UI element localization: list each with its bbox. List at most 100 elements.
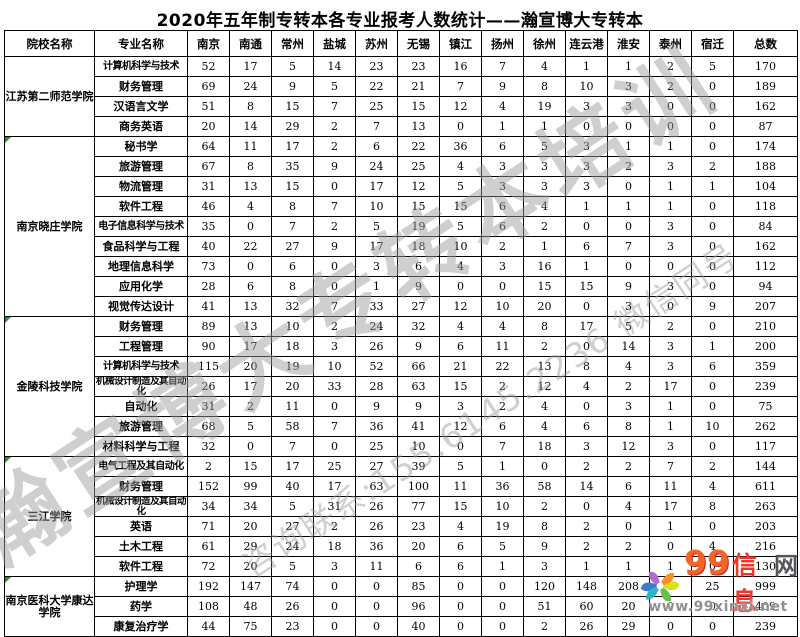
- count-cell: 5: [481, 536, 524, 557]
- count-cell: 15: [565, 276, 608, 297]
- table-row: 软件工程 46 4 8 7 10 15 15 6 4 1 1 1 0 118: [5, 196, 798, 217]
- count-cell: 1: [691, 336, 734, 357]
- count-cell: 2: [523, 616, 566, 637]
- major-name-cell: 土木工程: [94, 536, 188, 557]
- count-cell: 19: [397, 216, 440, 237]
- count-cell: 17: [313, 476, 356, 497]
- count-cell: 0: [691, 196, 734, 217]
- count-cell: 13: [397, 116, 440, 137]
- count-cell: 2: [313, 216, 356, 237]
- count-cell: 2: [229, 396, 272, 417]
- table-row: 计算机科学与技术 115 20 19 10 52 66 21 22 13 8 4 3 6 359: [5, 356, 798, 377]
- count-cell: 29: [229, 536, 272, 557]
- count-cell: 0: [229, 436, 272, 457]
- count-cell: 0: [523, 456, 566, 477]
- count-cell: 11: [271, 396, 314, 417]
- count-cell: 3: [481, 156, 524, 177]
- count-cell: 10: [271, 316, 314, 337]
- major-name-cell: 视觉传达设计: [94, 296, 188, 317]
- column-header-12: 淮安: [607, 30, 650, 57]
- count-cell: 8: [271, 196, 314, 217]
- column-header-10: 徐州: [523, 30, 566, 57]
- count-cell: 71: [187, 516, 230, 537]
- count-cell: 2: [649, 56, 692, 77]
- count-cell: 72: [187, 556, 230, 577]
- count-cell: 46: [187, 196, 230, 217]
- total-cell: 216: [733, 536, 798, 557]
- count-cell: 7: [313, 296, 356, 317]
- count-cell: 20: [271, 376, 314, 397]
- major-name-cell: 机械设计制造及其自动化: [94, 496, 188, 517]
- count-cell: 1: [565, 256, 608, 277]
- count-cell: 4: [439, 156, 482, 177]
- count-cell: 0: [691, 616, 734, 637]
- count-cell: 8: [565, 356, 608, 377]
- count-cell: 15: [397, 196, 440, 217]
- major-name-cell: 工程管理: [94, 336, 188, 357]
- count-cell: 0: [313, 436, 356, 457]
- count-cell: 7: [271, 436, 314, 457]
- count-cell: 0: [313, 176, 356, 197]
- count-cell: 27: [397, 296, 440, 317]
- table-row: 食品科学与工程 40 22 27 9 17 18 10 2 1 6 7 3 0 162: [5, 236, 798, 257]
- count-cell: 0: [691, 76, 734, 97]
- count-cell: 33: [355, 296, 398, 317]
- column-header-14: 宿迁: [691, 30, 734, 57]
- total-cell: 87: [733, 116, 798, 137]
- count-cell: 3: [649, 436, 692, 457]
- major-name-cell: 物流管理: [94, 176, 188, 197]
- count-cell: 96: [397, 596, 440, 617]
- column-header-3: 南通: [229, 30, 272, 57]
- count-cell: 9: [523, 536, 566, 557]
- table-row: 自动化 31 2 11 0 9 9 3 2 4 0 3 1 0 75: [5, 396, 798, 417]
- count-cell: 68: [187, 416, 230, 437]
- count-cell: 1: [649, 136, 692, 157]
- count-cell: 24: [355, 156, 398, 177]
- count-cell: 9: [397, 276, 440, 297]
- major-name-cell: 机械设计制造及其自动化: [94, 376, 188, 397]
- college-name-cell: 三江学院: [4, 456, 95, 577]
- count-cell: 4: [523, 196, 566, 217]
- count-cell: 7: [313, 416, 356, 437]
- count-cell: 2: [481, 396, 524, 417]
- count-cell: 5: [439, 456, 482, 477]
- total-cell: 188: [733, 156, 798, 177]
- count-cell: 10: [397, 436, 440, 457]
- count-cell: 52: [187, 56, 230, 77]
- count-cell: 18: [313, 536, 356, 557]
- count-cell: 0: [607, 256, 650, 277]
- count-cell: 11: [229, 136, 272, 157]
- major-name-cell: 英语: [94, 516, 188, 537]
- count-cell: 34: [229, 496, 272, 517]
- total-cell: 144: [733, 456, 798, 477]
- count-cell: 9: [313, 236, 356, 257]
- count-cell: 20: [397, 536, 440, 557]
- count-cell: 14: [565, 476, 608, 497]
- major-name-cell: 汉语言文学: [94, 96, 188, 117]
- count-cell: 6: [691, 356, 734, 377]
- total-cell: 207: [733, 296, 798, 317]
- count-cell: 2: [607, 456, 650, 477]
- count-cell: 2: [523, 496, 566, 517]
- count-cell: 10: [565, 76, 608, 97]
- table-row: 金陵科技学院 财务管理 89 13 10 2 24 32 4 4 8 17 5 2 0 210: [4, 316, 798, 457]
- count-cell: 4: [439, 316, 482, 337]
- column-header-15: 总数: [733, 30, 798, 57]
- count-cell: 7: [313, 96, 356, 117]
- count-cell: 2: [523, 216, 566, 237]
- count-cell: 2: [691, 156, 734, 177]
- count-cell: 3: [649, 356, 692, 377]
- count-cell: 40: [271, 476, 314, 497]
- major-name-cell: 秘书学: [94, 136, 188, 157]
- college-name-cell: 金陵科技学院: [4, 316, 95, 457]
- count-cell: 8: [523, 516, 566, 537]
- count-cell: 26: [187, 376, 230, 397]
- count-cell: 3: [649, 216, 692, 237]
- count-cell: 0: [439, 596, 482, 617]
- count-cell: 5: [355, 216, 398, 237]
- count-cell: 33: [313, 376, 356, 397]
- column-header-13: 泰州: [649, 30, 692, 57]
- count-cell: 0: [691, 316, 734, 337]
- count-cell: 58: [523, 476, 566, 497]
- count-cell: 9: [397, 336, 440, 357]
